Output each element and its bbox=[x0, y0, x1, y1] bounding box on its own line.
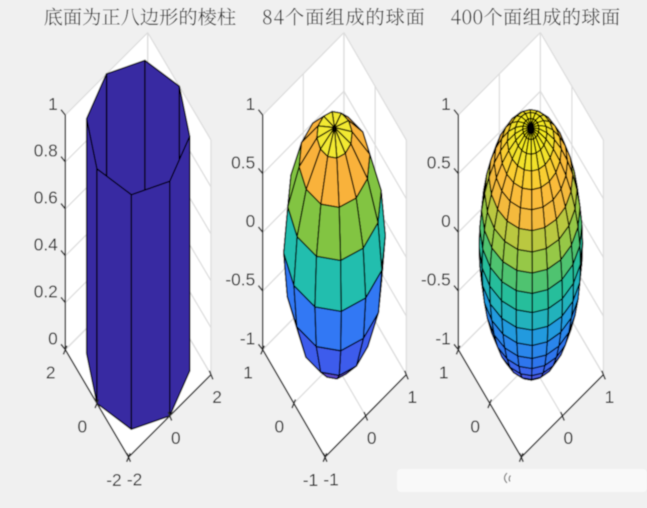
svg-text:1: 1 bbox=[243, 363, 253, 383]
svg-text:-2: -2 bbox=[106, 470, 121, 490]
svg-text:-1: -1 bbox=[435, 328, 450, 348]
svg-text:0.8: 0.8 bbox=[34, 141, 58, 161]
svg-text:0: 0 bbox=[48, 328, 58, 348]
svg-text:1: 1 bbox=[246, 94, 256, 114]
svg-text:2: 2 bbox=[46, 363, 56, 383]
svg-text:-0.5: -0.5 bbox=[421, 270, 451, 290]
svg-text:-1: -1 bbox=[323, 469, 338, 489]
svg-text:0.2: 0.2 bbox=[34, 281, 58, 301]
svg-text:0: 0 bbox=[470, 416, 480, 436]
svg-text:0: 0 bbox=[441, 211, 451, 231]
svg-text:0: 0 bbox=[78, 416, 88, 436]
svg-text:1: 1 bbox=[605, 387, 615, 407]
svg-text:0: 0 bbox=[274, 416, 284, 436]
svg-text:1: 1 bbox=[439, 363, 449, 383]
svg-text:2: 2 bbox=[212, 387, 222, 407]
svg-text:-2: -2 bbox=[127, 469, 142, 489]
svg-text:0.5: 0.5 bbox=[231, 152, 255, 172]
svg-text:1: 1 bbox=[48, 94, 58, 114]
svg-text:0.6: 0.6 bbox=[34, 188, 58, 208]
svg-text:0: 0 bbox=[564, 428, 574, 448]
svg-text:0: 0 bbox=[367, 428, 377, 448]
svg-text:0.5: 0.5 bbox=[427, 152, 451, 172]
svg-text:-0.5: -0.5 bbox=[225, 270, 255, 290]
svg-text:-1: -1 bbox=[303, 470, 318, 490]
svg-text:-1: -1 bbox=[240, 328, 255, 348]
svg-text:1: 1 bbox=[441, 94, 451, 114]
svg-text:0: 0 bbox=[171, 428, 181, 448]
svg-text:0: 0 bbox=[246, 211, 256, 231]
svg-text:1: 1 bbox=[407, 387, 417, 407]
svg-text:0.4: 0.4 bbox=[34, 235, 58, 255]
